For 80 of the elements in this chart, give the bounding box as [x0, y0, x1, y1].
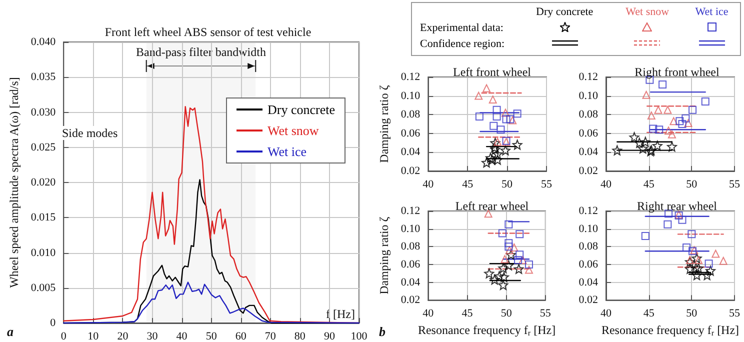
x-tick-label: 80 — [294, 330, 306, 342]
y-axis-title: Wheel speed amplitude spectra A(ω) [rad/s] — [7, 77, 21, 288]
x-tick-label: 50 — [502, 178, 514, 190]
x-tick-label: 45 — [462, 308, 474, 320]
text: Wet ice — [694, 5, 730, 20]
x-tick-label: 40 — [422, 308, 434, 320]
y-tick-label: 0.10 — [578, 222, 598, 235]
y-tick-label: 0.020 — [30, 176, 56, 188]
x-tick-label: 45 — [643, 178, 655, 190]
x-tick-label: 55 — [729, 178, 740, 190]
text: Experimental data: — [419, 21, 504, 36]
text: b — [379, 324, 386, 339]
x-tick-label: 55 — [541, 178, 552, 190]
x-tick-label: 70 — [264, 330, 276, 342]
y-tick-label: 0.06 — [400, 258, 421, 270]
annotation: Side modes — [62, 126, 118, 140]
y-tick-label: 0.02 — [400, 294, 420, 306]
x-tick-label: 55 — [729, 308, 740, 320]
y-tick-label: 0.12 — [400, 205, 420, 217]
chart-title: Front left wheel ABS sensor of test vehicle — [104, 25, 312, 39]
y-tick-label: 0.025 — [30, 141, 56, 154]
x-tick-label: 40 — [176, 330, 188, 342]
x-tick-label: 45 — [643, 308, 655, 320]
band-label: Band-pass filter bandwidth — [136, 45, 266, 59]
chart-title: Right front wheel — [634, 65, 720, 79]
y-tick-label: 0.02 — [400, 165, 420, 177]
y-tick-label: 0.10 — [400, 90, 421, 102]
text: Confidence region: — [419, 37, 506, 52]
y-tick-label: 0.06 — [400, 127, 421, 140]
y-tick-label: 0.08 — [578, 108, 598, 121]
x-tick-label: 30 — [146, 330, 158, 342]
text: Dry concrete — [535, 5, 594, 20]
x-tick-label: 50 — [500, 308, 512, 320]
text: Wet snow — [624, 5, 670, 20]
y-tick-label: 0.06 — [578, 127, 598, 140]
y-tick-label: 0.12 — [400, 71, 420, 83]
y-tick-label: 0.04 — [400, 276, 421, 288]
y-tick-label: 0.04 — [578, 146, 598, 158]
y-axis-title: Damping ratio ζ — [377, 216, 391, 294]
y-tick-label: 0.08 — [400, 108, 421, 121]
legend-label: Dry concrete — [268, 102, 336, 117]
x-tick-label: 60 — [235, 330, 247, 342]
x-tick-label: 90 — [324, 330, 336, 342]
y-tick-label: 0.06 — [578, 258, 598, 270]
text: a — [7, 324, 14, 339]
x-tick-label: 20 — [117, 330, 129, 342]
x-tick-label: 100 — [350, 330, 368, 342]
x-tick-label: 40 — [600, 308, 612, 320]
y-tick-label: 0.005 — [30, 282, 56, 294]
y-tick-label: 0.040 — [30, 36, 56, 48]
y-tick-label: 0.02 — [578, 294, 598, 306]
y-tick-label: 0.010 — [30, 246, 56, 259]
y-tick-label: 0 — [50, 317, 56, 329]
chart-title: Right rear wheel — [637, 199, 718, 213]
x-tick-label: 45 — [462, 178, 474, 190]
y-tick-label: 0.08 — [578, 240, 598, 253]
y-tick-label: 0.015 — [30, 212, 56, 224]
y-tick-label: 0.10 — [578, 90, 598, 102]
x-tick-label: 0 — [60, 330, 67, 342]
legend-label: Wet snow — [268, 123, 320, 138]
x-tick-label: 40 — [422, 178, 434, 190]
y-tick-label: 0.10 — [400, 222, 421, 235]
y-tick-label: 0.12 — [578, 71, 598, 83]
x-tick-label: 55 — [540, 308, 552, 320]
x-tick-label: 10 — [88, 330, 100, 342]
x-tick-label: 50 — [686, 308, 698, 320]
y-axis-title: Damping ratio ζ — [377, 85, 391, 163]
y-tick-label: 0.08 — [400, 240, 421, 253]
y-tick-label: 0.035 — [30, 71, 56, 84]
y-tick-label: 0.04 — [400, 146, 421, 158]
chart-title: Left front wheel — [453, 65, 532, 79]
x-tick-label: 50 — [206, 330, 218, 342]
chart-title: Left rear wheel — [455, 199, 530, 213]
x-tick-label: 50 — [686, 178, 698, 190]
x-tick-label: 40 — [600, 178, 612, 190]
y-tick-label: 0.030 — [30, 106, 56, 118]
y-tick-label: 0.04 — [578, 276, 598, 288]
y-tick-label: 0.12 — [578, 205, 598, 217]
legend-label: Wet ice — [268, 144, 307, 159]
y-tick-label: 0.02 — [578, 165, 598, 177]
